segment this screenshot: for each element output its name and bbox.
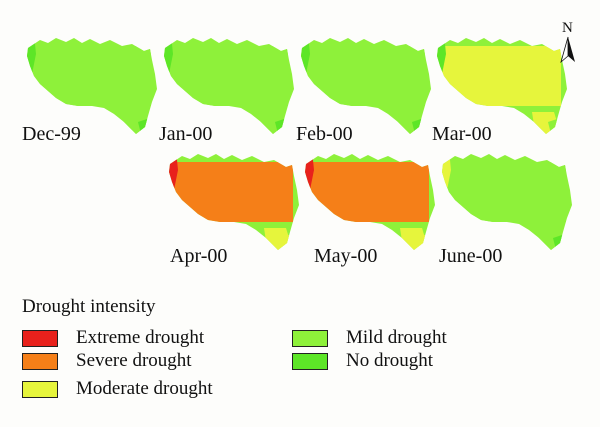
- map-tile: Jan-00: [159, 38, 294, 145]
- map-label: Feb-00: [296, 123, 353, 145]
- legend: Drought intensity Extreme drought Severe…: [22, 296, 582, 416]
- legend-label: Mild drought: [346, 327, 447, 348]
- region-notch: [138, 118, 157, 134]
- map-label: Mar-00: [432, 123, 492, 145]
- legend-title: Drought intensity: [22, 296, 156, 317]
- map-label: June-00: [439, 245, 502, 267]
- legend-item-no-drought: No drought: [292, 349, 433, 373]
- region-body-fill: [168, 46, 288, 106]
- region-body-fill: [441, 46, 561, 106]
- map-label: Dec-99: [22, 123, 81, 145]
- map-tile: Feb-00: [296, 38, 431, 145]
- legend-swatch: [292, 352, 328, 370]
- map-tile: Dec-99: [22, 38, 157, 145]
- region-notch: [280, 234, 299, 250]
- legend-item-severe-drought: Severe drought: [22, 349, 192, 373]
- north-arrow: N: [560, 20, 575, 64]
- map-tile: May-00: [305, 154, 435, 267]
- legend-label: Moderate drought: [76, 378, 213, 399]
- region-body-fill: [446, 162, 566, 222]
- region-notch: [553, 234, 572, 250]
- legend-swatch: [22, 329, 58, 347]
- legend-swatch: [22, 352, 58, 370]
- legend-label: Extreme drought: [76, 327, 205, 348]
- map-label: Apr-00: [170, 245, 227, 267]
- map-label: May-00: [314, 245, 377, 267]
- map-label: Jan-00: [159, 123, 212, 145]
- legend-label: No drought: [346, 350, 434, 371]
- legend-swatch: [22, 380, 58, 398]
- map-tile: Mar-00: [432, 38, 567, 145]
- map-tile: Apr-00: [169, 154, 299, 267]
- region-notch: [548, 118, 567, 134]
- region-body-fill: [305, 46, 425, 106]
- region-body-fill: [309, 162, 429, 222]
- region-body-fill: [173, 162, 293, 222]
- north-arrow-letter: N: [562, 20, 573, 36]
- region-notch: [412, 118, 431, 134]
- legend-label: Severe drought: [76, 350, 192, 371]
- legend-item-mild-drought: Mild drought: [292, 326, 447, 350]
- region-notch: [416, 234, 435, 250]
- legend-item-extreme-drought: Extreme drought: [22, 326, 204, 350]
- region-notch: [275, 118, 294, 134]
- map-tile: June-00: [439, 154, 572, 267]
- legend-swatch: [292, 329, 328, 347]
- region-body-fill: [31, 46, 151, 106]
- legend-item-moderate-drought: Moderate drought: [22, 377, 213, 401]
